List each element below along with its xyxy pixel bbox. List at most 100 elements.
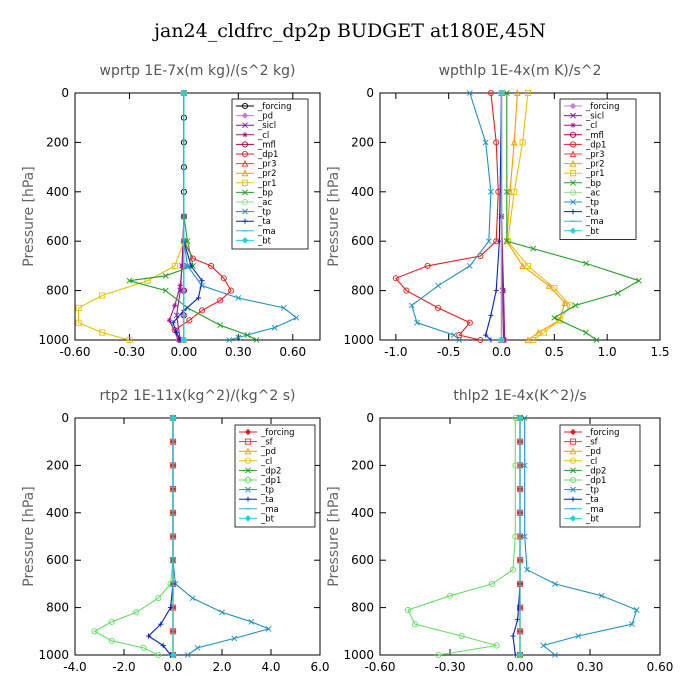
x-tick-label: 0.00 bbox=[507, 660, 534, 674]
data-point bbox=[512, 462, 519, 469]
data-point bbox=[177, 283, 183, 289]
data-point bbox=[488, 337, 494, 343]
legend-label: _pr1 bbox=[257, 179, 277, 189]
y-tick-label: 200 bbox=[46, 458, 69, 472]
legend-entry: _forcing bbox=[564, 428, 620, 438]
legend-entry: _bt bbox=[564, 514, 600, 524]
x-tick-label: 6.0 bbox=[310, 660, 329, 674]
series-bt bbox=[516, 414, 524, 659]
series-pr1 bbox=[75, 89, 187, 344]
data-point bbox=[235, 295, 242, 301]
data-point bbox=[511, 188, 518, 195]
data-point bbox=[411, 621, 419, 628]
series-tp bbox=[521, 415, 640, 658]
data-point bbox=[572, 302, 579, 309]
data-point bbox=[248, 618, 255, 625]
legend-label: _cl bbox=[585, 457, 597, 467]
x-tick-label: 1.0 bbox=[598, 345, 617, 359]
legend-label: _dp2 bbox=[585, 466, 606, 476]
data-point bbox=[158, 621, 164, 627]
legend-label: _dp1 bbox=[257, 150, 278, 160]
series-line bbox=[506, 92, 566, 341]
data-point bbox=[493, 288, 499, 294]
legend-label: _cl bbox=[585, 121, 597, 131]
legend-label: _bt bbox=[257, 236, 272, 246]
y-tick-label: 200 bbox=[46, 135, 69, 149]
legend: _forcing_pd_sicl_cl_mfl_dp1_pr3_pr2_pr1_… bbox=[231, 98, 309, 250]
data-point bbox=[403, 287, 410, 294]
data-point bbox=[493, 139, 500, 146]
data-point bbox=[126, 277, 133, 284]
legend-entry: _dp2 bbox=[564, 466, 606, 476]
legend-label: _pd bbox=[257, 112, 273, 122]
legend-label: _ta bbox=[260, 495, 274, 505]
y-tick-label: 1000 bbox=[38, 333, 69, 347]
legend-entry: _ta bbox=[236, 217, 271, 227]
data-point bbox=[458, 632, 465, 640]
data-point bbox=[488, 580, 496, 587]
data-point bbox=[446, 592, 454, 599]
legend-entry: _pd bbox=[564, 447, 601, 457]
legend: _forcing_sf_pd_cl_dp2_dp1_tp_ta_ma_bt bbox=[559, 424, 641, 528]
data-point bbox=[189, 595, 196, 602]
legend-entry: _sf bbox=[564, 438, 599, 448]
data-point bbox=[155, 651, 162, 659]
x-tick-label: 0.00 bbox=[171, 345, 198, 359]
data-point bbox=[194, 644, 201, 651]
data-point bbox=[488, 188, 494, 195]
panel-4: thlp2 1E-4x(K^2)/s Pressure [hPa] 0 200 400 6… bbox=[326, 388, 673, 674]
legend-entry: _sicl bbox=[236, 121, 276, 131]
y-tick-label: 800 bbox=[351, 601, 374, 615]
series-line bbox=[407, 418, 516, 656]
series-ta bbox=[483, 90, 505, 343]
legend-entry: _bp bbox=[564, 179, 601, 189]
legend-entry: _ma bbox=[236, 227, 276, 237]
legend-label: _tp bbox=[260, 486, 274, 496]
data-point bbox=[495, 188, 502, 195]
legend-label: _ac bbox=[585, 188, 600, 198]
series-line bbox=[485, 92, 503, 341]
data-point bbox=[280, 304, 287, 311]
data-point bbox=[188, 263, 194, 269]
y-tick-label: 1000 bbox=[343, 648, 374, 662]
data-point bbox=[510, 138, 518, 146]
series-line bbox=[183, 93, 298, 341]
data-point bbox=[510, 633, 516, 639]
data-point bbox=[180, 89, 188, 97]
legend-entry: _cl bbox=[236, 131, 269, 141]
x-tick-label: -0.60 bbox=[59, 345, 90, 359]
y-tick-label: 600 bbox=[351, 234, 374, 248]
legend-entry: _forcing bbox=[564, 102, 620, 112]
legend-label: _ma bbox=[585, 217, 604, 227]
data-point bbox=[482, 139, 489, 146]
series-line bbox=[172, 418, 271, 656]
data-point bbox=[126, 336, 133, 344]
legend-label: _ta bbox=[257, 217, 271, 227]
data-point bbox=[392, 275, 399, 282]
legend-label: _bp bbox=[257, 188, 273, 198]
panel-title: wpthlp 1E-4x(m K)/s^2 bbox=[439, 63, 602, 79]
data-point bbox=[145, 633, 152, 639]
x-tick-label: 0.30 bbox=[577, 660, 604, 674]
legend-entry: _ta bbox=[564, 208, 599, 218]
y-tick-label: 0 bbox=[61, 86, 69, 100]
x-tick-label: -0.5 bbox=[437, 345, 460, 359]
legend-entry: _pr2 bbox=[236, 169, 277, 179]
data-point bbox=[575, 633, 582, 639]
data-point bbox=[162, 272, 169, 279]
data-point bbox=[171, 262, 178, 269]
data-point bbox=[414, 319, 420, 326]
data-point bbox=[514, 89, 521, 97]
legend-entry: _tp bbox=[236, 208, 271, 218]
data-point bbox=[516, 651, 524, 659]
legend-entry: _pr2 bbox=[564, 160, 605, 170]
legend-label: _pr2 bbox=[585, 160, 605, 170]
data-point bbox=[583, 260, 589, 267]
y-tick-label: 200 bbox=[351, 458, 374, 472]
series-dp1 bbox=[392, 89, 502, 344]
x-tick-label: 0.30 bbox=[225, 345, 252, 359]
data-point bbox=[516, 414, 524, 422]
legend-box bbox=[559, 98, 637, 240]
legend-label: _ma bbox=[585, 505, 604, 515]
legend-label: _ma bbox=[260, 505, 279, 515]
